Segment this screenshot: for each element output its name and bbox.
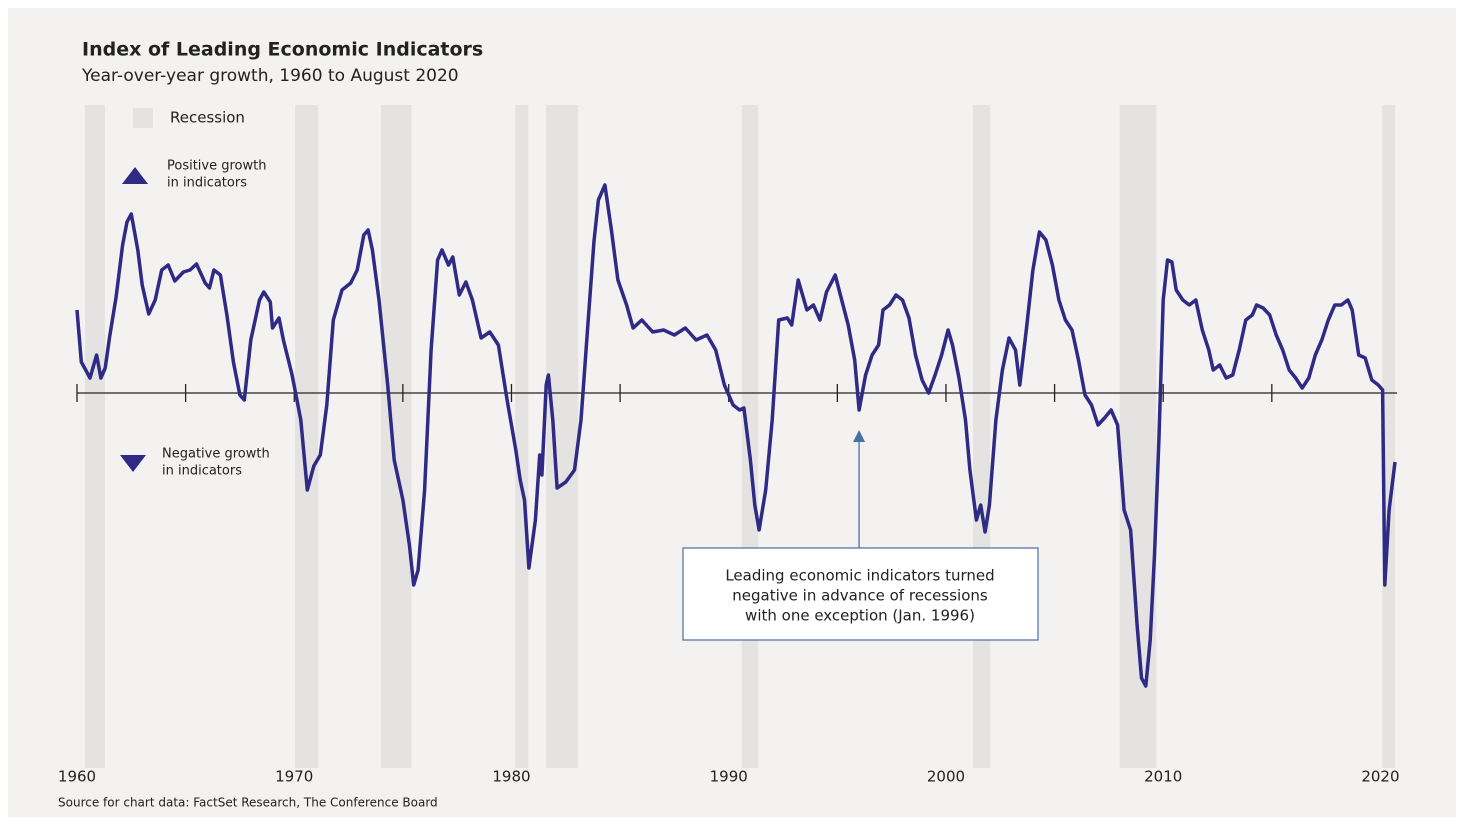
x-tick-label: 2000 xyxy=(927,768,965,786)
recession-band xyxy=(515,105,529,768)
arrow-head xyxy=(853,430,866,442)
up-triangle xyxy=(122,167,148,184)
chart-subtitle: Year-over-year growth, 1960 to August 20… xyxy=(81,66,459,86)
annotation-text: negative in advance of recessions xyxy=(732,587,988,605)
legend-swatch xyxy=(133,108,153,128)
recession-band xyxy=(973,105,991,768)
recession-band xyxy=(85,105,106,768)
legend-label: Recession xyxy=(170,109,245,127)
legend-label: in indicators xyxy=(167,176,247,191)
recession-band xyxy=(1119,105,1157,768)
x-tick-label: 1970 xyxy=(275,768,313,786)
data-line xyxy=(75,183,1397,688)
x-tick-label: 2010 xyxy=(1144,768,1182,786)
chart-title: Index of Leading Economic Indicators xyxy=(82,39,483,61)
source: Source for chart data: FactSet Research,… xyxy=(58,796,438,810)
recession-band xyxy=(741,105,759,768)
annotation-box xyxy=(682,547,1039,641)
annotation-text: Leading economic indicators turned xyxy=(725,567,994,585)
x-tick-label: 1980 xyxy=(492,768,530,786)
x-tick-label: 2020 xyxy=(1361,768,1399,786)
x-tick-label: 1960 xyxy=(58,768,96,786)
legend-label: in indicators xyxy=(162,464,242,479)
recession-band xyxy=(381,105,412,768)
legend-label: Negative growth xyxy=(162,447,270,462)
down-triangle xyxy=(120,455,146,472)
legend-label: Positive growth xyxy=(167,159,266,174)
recession-band xyxy=(546,105,579,768)
recession-band xyxy=(1382,105,1395,768)
recession-band xyxy=(295,105,319,768)
x-tick-label: 1990 xyxy=(710,768,748,786)
annotation-text: with one exception (Jan. 1996) xyxy=(745,607,975,625)
panel xyxy=(8,8,1456,817)
